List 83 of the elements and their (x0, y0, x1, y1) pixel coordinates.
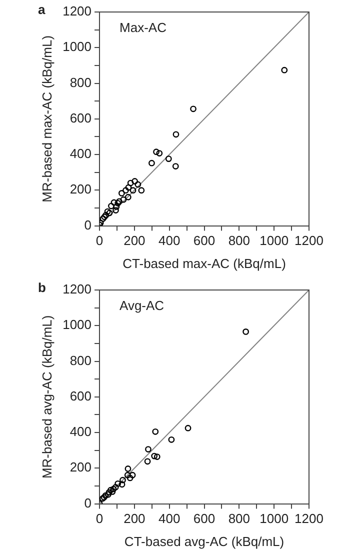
x-tick-label: 0 (96, 233, 104, 248)
point (112, 484, 119, 490)
x-tick-label: 800 (228, 511, 250, 526)
y-tick-label: 600 (70, 110, 92, 126)
point (126, 474, 134, 482)
point (145, 446, 152, 452)
x-tick-label: 0 (96, 511, 104, 526)
point (132, 178, 138, 184)
chart-title: b (38, 280, 46, 296)
point (154, 454, 160, 460)
annotation: Max-AC (120, 20, 166, 36)
x-axis-title: CT-based avg-AC (kBq/mL) (124, 534, 284, 549)
point (144, 458, 151, 465)
point (165, 156, 172, 162)
y-tick-label: 800 (70, 352, 92, 368)
point (106, 210, 113, 216)
point (112, 207, 119, 214)
x-tick-label: 600 (193, 233, 216, 248)
point (109, 488, 116, 495)
x-tick-label: 1000 (260, 233, 289, 248)
y-tick-label: 400 (70, 424, 92, 440)
x-tick-label: 800 (228, 233, 250, 248)
x-tick-label: 200 (124, 511, 146, 526)
x-tick-label: 1200 (294, 511, 324, 526)
point (124, 472, 131, 478)
point (124, 466, 132, 472)
point (122, 187, 129, 194)
x-tick-label: 600 (193, 511, 216, 526)
y-axis-title: MR-based avg-AC (kBq/mL) (39, 315, 54, 479)
point (120, 476, 126, 484)
x-tick-label: 200 (124, 233, 146, 248)
point (108, 202, 114, 210)
x-tick-label: 1000 (260, 511, 289, 526)
point (242, 328, 250, 335)
y-axis-title: MR-based max-AC (kBq/mL) (39, 35, 54, 202)
x-tick-label: 1200 (294, 233, 324, 248)
point (130, 187, 136, 194)
y-tick-label: 400 (70, 146, 92, 162)
point (106, 489, 112, 496)
annotation: Avg-AC (120, 298, 164, 314)
point (156, 150, 163, 156)
point (134, 181, 142, 188)
point (110, 199, 118, 206)
point (113, 204, 120, 210)
y-tick-label: 1000 (62, 317, 92, 332)
x-tick-label: 400 (158, 233, 180, 248)
point (102, 212, 110, 218)
x-tick-label: 400 (158, 511, 180, 526)
point (104, 208, 111, 215)
point (168, 436, 175, 443)
y-tick-label: 800 (70, 74, 92, 90)
point (152, 428, 159, 435)
point (127, 180, 134, 186)
point (148, 160, 155, 166)
y-tick-label: 200 (70, 182, 92, 197)
y-tick-label: 0 (84, 495, 92, 510)
point (151, 452, 158, 460)
point (281, 66, 288, 74)
y-tick-label: 200 (70, 460, 92, 475)
chart-title: a (38, 2, 46, 18)
point (118, 190, 125, 196)
point (184, 424, 192, 432)
point (102, 492, 109, 499)
y-tick-label: 1000 (62, 39, 92, 54)
point (110, 486, 117, 492)
point (190, 106, 196, 112)
y-tick-label: 1200 (62, 282, 92, 297)
point (124, 194, 132, 200)
point (172, 131, 180, 138)
point (153, 148, 160, 156)
point (172, 163, 179, 170)
point (138, 187, 145, 194)
point (129, 472, 136, 478)
point (125, 184, 132, 191)
point (105, 491, 112, 498)
point (114, 480, 122, 487)
x-axis-title: CT-based max-AC (kBq/mL) (122, 256, 286, 271)
y-tick-label: 0 (84, 217, 92, 232)
y-tick-label: 1200 (62, 4, 92, 19)
point (107, 486, 114, 494)
point (120, 196, 127, 203)
point (118, 481, 126, 488)
y-tick-label: 600 (70, 388, 92, 404)
